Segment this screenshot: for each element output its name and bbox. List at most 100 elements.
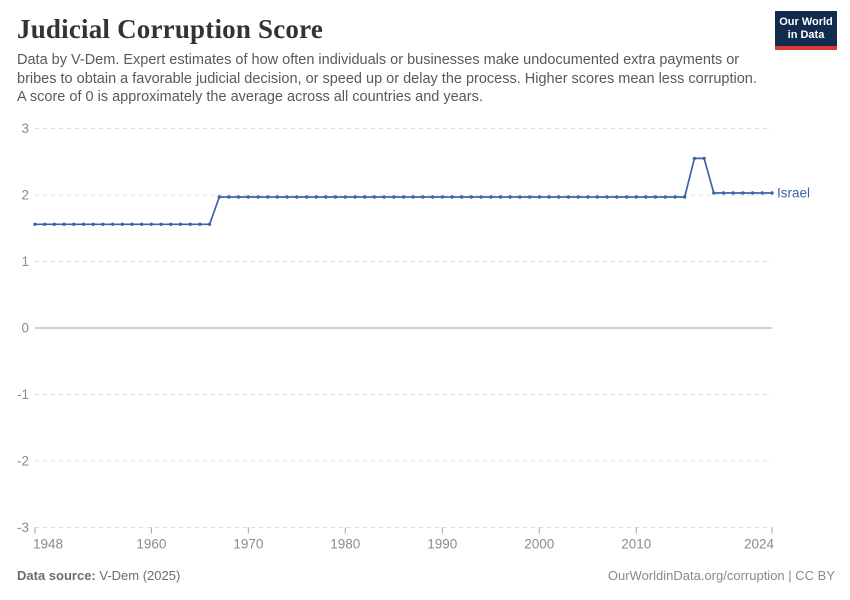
x-tick-label: 2010	[621, 537, 651, 552]
data-point	[683, 195, 687, 199]
data-point	[634, 195, 638, 199]
data-point	[382, 195, 386, 199]
data-point	[712, 191, 716, 195]
data-point	[411, 195, 415, 199]
data-point	[702, 156, 706, 161]
data-point	[91, 222, 95, 226]
data-point	[392, 195, 396, 199]
data-point	[266, 195, 270, 199]
data-point	[615, 195, 619, 199]
data-point	[770, 191, 774, 195]
data-point	[140, 222, 144, 226]
data-point	[81, 222, 86, 226]
data-point	[198, 222, 202, 226]
data-point	[469, 195, 474, 199]
data-point	[576, 195, 580, 199]
data-source-label: Data source:	[17, 568, 96, 583]
data-point	[169, 222, 173, 226]
data-point	[537, 195, 541, 199]
data-point	[663, 195, 667, 199]
y-tick-label: -3	[17, 520, 29, 535]
owid-logo-line2: in Data	[787, 28, 825, 41]
data-point	[721, 191, 726, 195]
data-point	[595, 195, 600, 199]
y-tick-label: 1	[21, 254, 29, 269]
data-point	[178, 222, 183, 226]
data-point	[460, 195, 464, 199]
data-point	[372, 195, 377, 199]
x-tick-label: 2000	[524, 537, 554, 552]
data-point	[557, 195, 561, 199]
data-point	[159, 222, 163, 226]
data-point	[624, 195, 629, 199]
data-point	[207, 222, 212, 226]
series-label-israel: Israel	[777, 186, 810, 201]
data-point	[149, 222, 154, 226]
chart-footer: Data source: V-Dem (2025) OurWorldinData…	[17, 568, 835, 583]
footer-credit-link[interactable]: OurWorldinData.org/corruption | CC BY	[607, 568, 835, 583]
series-line-israel	[34, 157, 773, 226]
data-point	[479, 195, 483, 199]
y-tick-label: 0	[21, 321, 29, 336]
data-point	[101, 222, 105, 226]
data-point	[227, 195, 231, 199]
data-point	[217, 195, 221, 199]
y-tick-label: 3	[21, 121, 29, 136]
data-point	[527, 195, 532, 199]
data-point	[450, 195, 454, 199]
data-point	[547, 195, 551, 199]
data-point	[430, 195, 435, 199]
y-tick-label: -1	[17, 387, 29, 402]
data-point	[741, 191, 745, 195]
data-source: Data source: V-Dem (2025)	[17, 568, 180, 583]
data-point	[130, 222, 134, 226]
data-point	[731, 191, 735, 195]
data-point	[692, 156, 697, 161]
data-point	[653, 195, 658, 199]
data-point	[440, 195, 444, 199]
data-point	[333, 195, 338, 199]
data-point	[72, 222, 76, 226]
x-tick-label: 1970	[233, 537, 263, 552]
data-point	[353, 195, 357, 199]
data-point	[110, 222, 115, 226]
data-point	[363, 195, 367, 199]
data-point	[518, 195, 522, 199]
owid-logo-line1: Our World	[779, 16, 833, 28]
x-tick-label: 2024	[744, 537, 775, 552]
data-point	[33, 222, 37, 226]
data-point	[236, 195, 241, 199]
data-point	[586, 195, 590, 199]
y-tick-label: 2	[21, 188, 29, 203]
data-point	[566, 195, 571, 199]
data-point	[489, 195, 493, 199]
data-point	[256, 195, 260, 199]
owid-logo[interactable]: Our World in Data	[775, 11, 837, 50]
chart-subtitle: Data by V-Dem. Expert estimates of how o…	[17, 52, 757, 105]
data-point	[343, 195, 347, 199]
data-point	[314, 195, 318, 199]
data-point	[605, 195, 609, 199]
data-point	[401, 195, 406, 199]
data-point	[508, 195, 512, 199]
data-point	[275, 195, 280, 199]
data-point	[246, 195, 250, 199]
data-point	[750, 191, 755, 195]
y-tick-label: -2	[17, 454, 29, 469]
data-point	[120, 222, 125, 226]
data-point	[498, 195, 503, 199]
data-point	[52, 222, 57, 226]
x-tick-label: 1960	[136, 537, 166, 552]
data-source-value: V-Dem (2025)	[95, 568, 181, 583]
data-point	[43, 222, 47, 226]
data-point	[62, 222, 66, 226]
data-point	[644, 195, 648, 199]
data-point	[421, 195, 425, 199]
data-point	[304, 195, 309, 199]
page-title: Judicial Corruption Score	[17, 14, 324, 44]
data-point	[285, 195, 289, 199]
x-tick-label: 1990	[427, 537, 457, 552]
data-point	[673, 195, 677, 199]
